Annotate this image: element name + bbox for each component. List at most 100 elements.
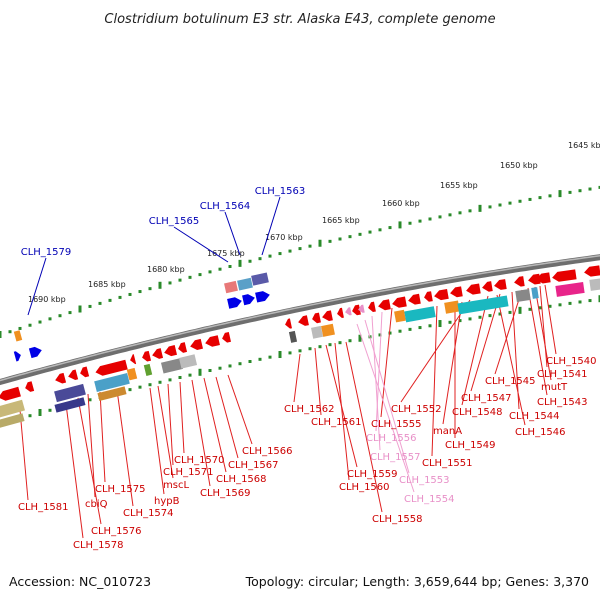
leader-line xyxy=(356,323,415,493)
leader-line xyxy=(203,377,227,473)
inner-ruler-tick xyxy=(468,317,472,321)
inner-ruler-tick xyxy=(358,334,362,342)
leader-line xyxy=(371,315,381,451)
ruler-tick xyxy=(178,278,182,282)
reverse-gene-arrow xyxy=(298,315,309,326)
gene-label: manA xyxy=(433,426,462,437)
gene-label: CLH_1543 xyxy=(537,397,588,408)
domain-box xyxy=(224,280,238,294)
reverse-gene-arrow xyxy=(536,272,551,284)
domain-box xyxy=(457,295,509,315)
inner-ruler-tick xyxy=(38,408,42,416)
leader-line xyxy=(224,211,241,256)
ruler-tick xyxy=(158,281,162,289)
leader-line xyxy=(293,353,301,403)
gene-label: CLH_1565 xyxy=(149,216,200,227)
ruler-tick xyxy=(348,235,352,239)
ruler-tick xyxy=(288,249,292,253)
inner-ruler-tick xyxy=(188,373,192,377)
gene-label: CLH_1581 xyxy=(18,502,69,513)
reverse-gene-arrow xyxy=(466,283,481,295)
reverse-gene-arrow xyxy=(152,348,164,359)
kbp-label: 1685 kbp xyxy=(88,280,126,289)
inner-ruler-tick xyxy=(288,351,292,355)
reverse-gene-arrow xyxy=(55,372,67,384)
domain-box xyxy=(237,277,253,291)
ruler-tick xyxy=(138,290,142,294)
leader-line xyxy=(334,342,350,481)
domain-box xyxy=(0,413,25,428)
ruler-tick xyxy=(418,219,422,223)
leader-line xyxy=(431,305,438,457)
inner-ruler-tick xyxy=(508,310,512,314)
reverse-gene-arrow xyxy=(584,265,600,277)
gene-label: hypB xyxy=(154,496,180,507)
reverse-gene-arrow xyxy=(222,331,231,343)
ruler-tick xyxy=(408,221,412,225)
gene-label: CLH_1544 xyxy=(509,411,560,422)
inner-ruler-tick xyxy=(48,408,52,412)
domain-box xyxy=(143,363,153,376)
ruler-tick xyxy=(28,323,32,327)
inner-ruler-tick xyxy=(418,326,422,330)
leader-line xyxy=(461,295,489,406)
pseudogene-arrow xyxy=(358,304,365,313)
kbp-label: 1675 kbp xyxy=(207,249,245,258)
kbp-label: 1665 kbp xyxy=(322,216,360,225)
leader-line xyxy=(77,397,102,525)
inner-ruler-tick xyxy=(378,333,382,337)
inner-ruler-tick xyxy=(328,343,332,347)
ruler-tick xyxy=(0,331,2,338)
domain-box xyxy=(94,372,130,392)
gene-label: CLH_1555 xyxy=(371,419,422,430)
inner-ruler-tick xyxy=(588,299,592,303)
inner-ruler-tick xyxy=(388,331,392,335)
gene-label: CLH_1561 xyxy=(311,417,362,428)
ruler-tick xyxy=(38,320,42,324)
inner-ruler-tick xyxy=(168,378,172,382)
ruler-tick xyxy=(78,305,82,313)
inner-ruler-tick xyxy=(348,339,352,343)
reverse-gene-arrow xyxy=(190,338,203,351)
ruler-tick xyxy=(318,239,322,247)
leader-line xyxy=(496,294,526,426)
reverse-gene-arrow xyxy=(424,291,433,302)
ruler-tick xyxy=(228,265,232,269)
leader-line xyxy=(227,374,253,445)
domain-box xyxy=(288,330,298,343)
gene-label: CLH_1556 xyxy=(366,433,417,444)
reverse-gene-arrow xyxy=(552,269,577,282)
ruler-tick xyxy=(528,197,532,201)
inner-ruler-tick xyxy=(238,362,242,366)
ruler-tick xyxy=(238,259,242,267)
gene-label: CLH_1548 xyxy=(452,407,503,418)
gene-label: mscL xyxy=(163,480,189,491)
kbp-label: 1650 kbp xyxy=(500,161,538,170)
ruler-tick xyxy=(128,292,132,296)
inner-ruler-tick xyxy=(448,320,452,324)
reverse-gene-arrow xyxy=(142,350,152,362)
domain-box xyxy=(515,288,531,302)
ruler-tick xyxy=(518,199,522,203)
inner-ruler-tick xyxy=(88,398,92,402)
reverse-gene-arrow xyxy=(352,304,361,316)
kbp-label: 1645 kbp xyxy=(568,141,600,150)
inner-ruler-tick xyxy=(138,385,142,389)
gene-features xyxy=(0,265,600,428)
leader-line xyxy=(261,196,281,256)
ruler-tick xyxy=(168,281,172,285)
reverse-gene-arrow xyxy=(408,293,421,305)
inner-ruler-tick xyxy=(208,368,212,372)
inner-ruler-tick xyxy=(268,355,272,359)
reverse-gene-arrow xyxy=(164,345,178,357)
reverse-gene-arrow xyxy=(130,354,137,365)
reverse-gene-arrow xyxy=(95,359,128,376)
gene-label: mutT xyxy=(541,382,568,393)
ruler-tick xyxy=(468,209,472,213)
ruler-tick xyxy=(148,287,152,291)
ruler-tick xyxy=(498,203,502,207)
gene-label: CLH_1541 xyxy=(537,369,588,380)
ruler-tick xyxy=(58,314,62,318)
ruler-tick xyxy=(328,239,332,243)
